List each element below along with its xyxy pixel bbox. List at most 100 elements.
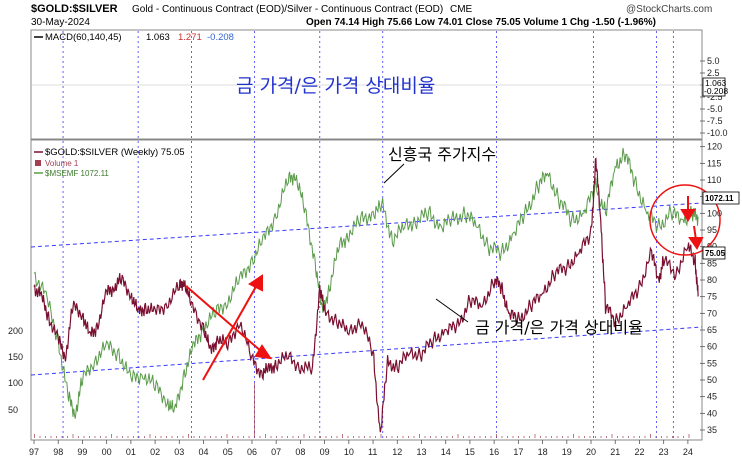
price-tick-label: 40 — [707, 408, 717, 418]
volume-bar — [133, 436, 134, 438]
volume-bar — [446, 436, 448, 438]
volume-bar — [584, 436, 585, 438]
volume-bar — [56, 436, 57, 438]
x-tick-label: 01 — [126, 447, 136, 457]
volume-bar — [78, 436, 79, 438]
volume-bar — [193, 436, 195, 438]
chart-symbol: $GOLD:$SILVER — [31, 3, 118, 15]
x-tick-label: 06 — [247, 447, 257, 457]
price-legend: $GOLD:$SILVER (Weekly) 75.05 Volume 1 $M… — [34, 147, 185, 178]
volume-bar — [61, 436, 63, 438]
volume-bar — [589, 436, 591, 438]
volume-bar — [331, 436, 332, 438]
volume-bar — [639, 436, 640, 438]
volume-bar — [369, 436, 371, 438]
volume-bar — [380, 434, 382, 438]
msemf-value: 1072.11 — [705, 194, 734, 203]
volume-bar — [83, 436, 85, 438]
volume-bar — [243, 436, 244, 438]
x-tick-label: 05 — [223, 447, 233, 457]
volume-bar — [562, 436, 563, 438]
volume-bar — [259, 436, 261, 438]
macd-value-box — [702, 77, 726, 97]
highlight-circle — [649, 184, 721, 256]
macd-tick-label: 2.5 — [707, 68, 720, 78]
volume-bar — [127, 436, 129, 438]
x-tick-label: 07 — [271, 447, 281, 457]
macd-right-value-2: -0.208 — [704, 86, 728, 96]
volume-bar — [336, 436, 338, 438]
x-tick-label: 09 — [320, 447, 330, 457]
ratio-series-line — [33, 157, 699, 433]
price-tick-label: 45 — [707, 392, 717, 402]
volume-bar — [155, 436, 156, 438]
volume-bar — [353, 436, 354, 438]
volume-bar — [89, 436, 90, 438]
stockcharts-watermark: @StockCharts.com — [626, 4, 712, 15]
price-tick-label: 80 — [707, 275, 717, 285]
volume-bar — [39, 436, 41, 438]
volume-bar — [177, 436, 178, 438]
macd-legend: MACD(60,140,45) 1.063 1.271 -0.208 — [34, 32, 234, 43]
ratio-annotation-label: 금 가격/은 가격 상대비율 — [475, 318, 643, 337]
volume-bar — [276, 436, 277, 438]
volume-bar — [545, 436, 547, 438]
volume-bar — [303, 434, 305, 438]
x-tick-label: 02 — [150, 447, 160, 457]
price-tick-label: 110 — [707, 175, 721, 185]
volume-bar — [496, 434, 497, 438]
price-tick-label: 115 — [707, 158, 721, 168]
volume-bar — [100, 436, 101, 438]
legend-msemf: $MSEMF 1072.11 — [45, 169, 109, 178]
volume-bar — [122, 436, 123, 438]
x-tick-label: 24 — [683, 447, 693, 457]
volume-bar — [578, 436, 580, 438]
volume-bar — [397, 436, 398, 438]
price-tick-label: 70 — [707, 308, 717, 318]
price-tick-label: 50 — [707, 375, 717, 385]
chart-date: 30-May-2024 — [31, 17, 90, 28]
volume-bar — [644, 436, 646, 438]
volume-bar — [666, 436, 668, 438]
volume-bar — [347, 436, 349, 438]
volume-bar — [298, 436, 299, 438]
left-tick-label: 50 — [8, 405, 18, 415]
volume-bar — [210, 436, 211, 438]
x-tick-label: 10 — [344, 447, 354, 457]
volume-bar — [45, 436, 46, 438]
left-tick-label: 200 — [8, 326, 23, 336]
volume-bar — [523, 436, 525, 438]
volume-bar — [661, 436, 662, 438]
quote-line: Open 74.14 High 75.66 Low 74.01 Close 75… — [306, 17, 656, 28]
left-tick-label: 150 — [8, 352, 23, 362]
volume-bar — [364, 436, 365, 438]
x-tick-label: 22 — [634, 447, 644, 457]
volume-bar — [600, 436, 602, 438]
volume-bar — [171, 436, 173, 438]
x-tick-label: 00 — [102, 447, 112, 457]
volume-bar — [160, 436, 162, 438]
volume-bar — [474, 436, 475, 438]
price-tick-label: 100 — [707, 208, 722, 218]
volume-bar — [237, 436, 239, 438]
volume-bar — [287, 436, 288, 438]
macd-tick-label: -10.0 — [707, 128, 728, 138]
volume-bar — [441, 436, 442, 438]
volume-bar — [342, 434, 343, 438]
vertical-gridlines — [62, 31, 674, 439]
volume-bar — [567, 436, 569, 438]
price-tick-label: 35 — [707, 425, 717, 435]
volume-bar — [468, 436, 470, 438]
volume-bar — [402, 436, 404, 438]
volume-bar — [138, 436, 140, 438]
lower-trendline — [30, 326, 703, 376]
volume-bar — [408, 436, 409, 438]
volume-bar — [386, 436, 387, 438]
price-tick-label: 60 — [707, 342, 717, 352]
macd-panel-frame — [30, 29, 703, 140]
volume-bar — [215, 436, 217, 438]
volume-bar — [485, 436, 486, 438]
volume-bar — [270, 436, 272, 438]
x-tick-label: 20 — [586, 447, 596, 457]
